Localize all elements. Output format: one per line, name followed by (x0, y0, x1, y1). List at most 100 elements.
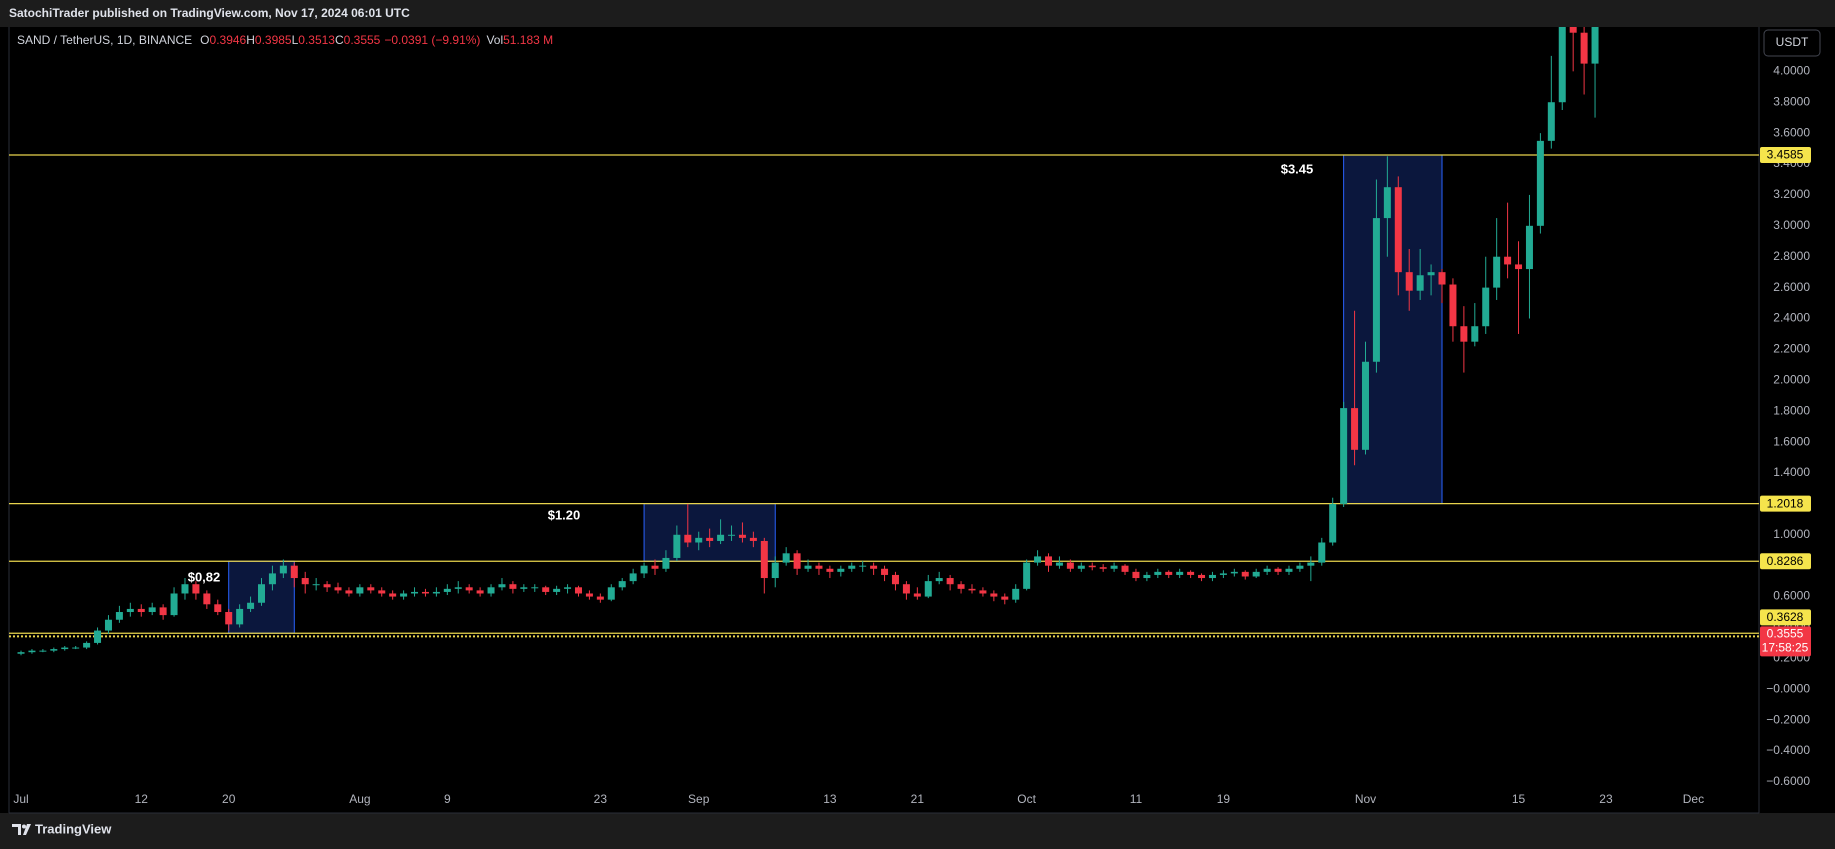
candle-body (990, 593, 998, 597)
candle-body (268, 573, 276, 585)
candle-body (1536, 140, 1544, 226)
y-tick-label: 2.6000 (1773, 280, 1810, 294)
candle-body (1307, 562, 1315, 566)
candle-body (61, 647, 69, 650)
candle-body (793, 553, 801, 569)
candle-body (1449, 284, 1457, 327)
candle-body (104, 619, 112, 631)
candle-body (618, 581, 626, 588)
candle-body (1558, 27, 1566, 103)
candle-body (290, 565, 298, 579)
candle-body (574, 587, 582, 594)
candle-body (1165, 571, 1173, 575)
candle-body (1285, 568, 1293, 572)
countdown: 17:58:25 (1762, 641, 1809, 655)
candle-body (1591, 27, 1599, 64)
y-tick-label: 3.6000 (1773, 125, 1810, 139)
candle-body (1296, 565, 1304, 569)
candle-body (454, 587, 462, 589)
candle-body (1427, 272, 1435, 276)
candle-body (935, 578, 943, 582)
candle-body (28, 650, 36, 653)
legend-value: 0.3555 (344, 33, 381, 47)
candle-body (17, 652, 25, 654)
x-tick-label: 23 (594, 792, 608, 806)
publish-info: SatochiTrader published on TradingView.c… (9, 6, 410, 20)
candle-body (1318, 542, 1326, 563)
candle-body (881, 568, 889, 575)
candle-body (585, 593, 593, 597)
candle-body (728, 534, 736, 536)
x-tick-label: Jul (13, 792, 28, 806)
legend-value: 0.3985 (255, 33, 292, 47)
x-tick-label: 15 (1512, 792, 1526, 806)
candle-body (1438, 272, 1446, 285)
candle-body (356, 587, 364, 594)
legend-key: C (335, 33, 344, 47)
candle-body (1340, 408, 1348, 504)
y-tick-label: 2.4000 (1773, 311, 1810, 325)
candle-body (1001, 596, 1009, 600)
hline-price-label: 3.4585 (1767, 148, 1804, 162)
last-price-label: 0.3555 (1767, 627, 1804, 641)
candle-body (749, 537, 757, 541)
candle-body (1383, 187, 1391, 219)
candle-body (378, 590, 386, 594)
x-tick-label: Oct (1017, 792, 1036, 806)
candle-body (126, 608, 134, 613)
candle-body (39, 650, 47, 652)
candle-body (50, 649, 58, 651)
candle-body (1504, 256, 1512, 265)
candle-body (1416, 275, 1424, 291)
candle-body (1055, 562, 1063, 566)
y-tick-label: 2.2000 (1773, 342, 1810, 356)
overlay: −0.6000−0.4000−0.2000−0.00000.20000.4000… (13, 64, 1811, 806)
y-tick-label: 2.8000 (1773, 249, 1810, 263)
candle-body (1394, 187, 1402, 273)
candle-body (859, 565, 867, 567)
candle-body (1471, 326, 1479, 342)
candle-body (837, 568, 845, 572)
x-tick-label: 11 (1130, 792, 1143, 806)
plot-area (9, 27, 1759, 656)
candle-body (870, 565, 878, 569)
hline-price-label: 0.3628 (1767, 610, 1804, 624)
hline-price-box (1760, 609, 1811, 626)
currency: USDT (1776, 35, 1809, 49)
candle-body (301, 578, 309, 585)
candle-body (596, 596, 604, 600)
candle-body (1023, 562, 1031, 589)
candle-body (345, 590, 353, 594)
annotation: $0,82 (188, 569, 221, 584)
candle-body (1219, 573, 1227, 575)
candle-body (826, 568, 834, 572)
candle-body (913, 593, 921, 597)
legend-symbol: SAND / TetherUS, 1D, BINANCE (17, 33, 192, 47)
candle-body (411, 591, 419, 594)
candle-body (1361, 361, 1369, 450)
candle-body (476, 590, 484, 594)
candle-body (323, 584, 331, 588)
candle-body (1045, 556, 1053, 566)
y-tick-label: −0.4000 (1766, 743, 1810, 757)
candle-body (771, 562, 779, 579)
y-tick-label: 1.4000 (1773, 465, 1810, 479)
x-tick-label: Sep (688, 792, 710, 806)
candle-body (1099, 567, 1107, 569)
candle-body (651, 565, 659, 569)
y-tick-label: 2.0000 (1773, 372, 1810, 386)
candle-body (1263, 568, 1271, 572)
candle-body (465, 587, 473, 591)
candle-body (1252, 571, 1260, 577)
currency-box[interactable] (1763, 29, 1821, 57)
candle-body (640, 565, 648, 574)
candle-body (443, 588, 451, 592)
legend-key: H (246, 33, 255, 47)
candle-body (891, 574, 899, 585)
candle-body (782, 553, 790, 563)
candle-body (607, 587, 615, 600)
candle-body (498, 584, 506, 588)
candle-body (94, 630, 102, 643)
annotation: $1.20 (548, 507, 581, 522)
candle-body (367, 587, 375, 591)
